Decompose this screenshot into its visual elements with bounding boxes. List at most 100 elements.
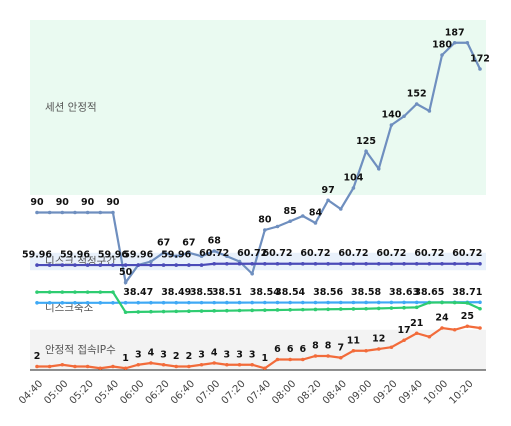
point	[98, 366, 103, 371]
x-tick-label: 06:20	[144, 378, 172, 406]
x-tick-label: 06:40	[169, 378, 197, 406]
value-label: 59.96	[161, 250, 191, 261]
point	[199, 254, 204, 259]
point	[237, 308, 242, 313]
point	[60, 263, 65, 267]
point	[465, 261, 470, 266]
point	[288, 219, 292, 224]
value-label: 84	[309, 208, 323, 219]
value-label: 59.96	[123, 250, 153, 261]
point	[275, 300, 280, 305]
value-label: 24	[435, 313, 449, 324]
point	[225, 362, 229, 367]
point	[376, 306, 381, 311]
point	[288, 308, 292, 312]
point	[111, 301, 115, 305]
value-label: 60.72	[199, 248, 229, 259]
point	[326, 307, 330, 312]
point	[326, 198, 330, 203]
point	[376, 261, 381, 266]
x-tick-label: 06:00	[118, 378, 146, 406]
value-label: 21	[410, 318, 423, 329]
point	[199, 362, 204, 367]
point	[35, 210, 39, 215]
point	[98, 263, 103, 267]
point	[427, 300, 432, 305]
point	[452, 261, 457, 266]
point	[60, 301, 65, 305]
point	[364, 261, 368, 266]
point	[427, 109, 432, 113]
point	[313, 300, 318, 305]
point	[60, 362, 65, 367]
value-label: 38.47	[123, 287, 153, 298]
value-label: 152	[407, 89, 427, 100]
point	[402, 114, 406, 119]
point	[212, 261, 216, 266]
point	[212, 249, 216, 253]
point	[225, 300, 229, 305]
point	[199, 309, 204, 313]
point	[149, 361, 153, 365]
point	[351, 307, 356, 311]
point	[301, 357, 305, 362]
x-tick-label: 07:40	[245, 378, 273, 406]
point	[250, 362, 254, 367]
value-label: 180	[432, 40, 452, 51]
value-label: 38.63	[389, 287, 419, 298]
point	[174, 309, 179, 314]
point	[364, 306, 368, 311]
value-label: 80	[258, 215, 272, 226]
point	[161, 309, 166, 314]
point	[326, 300, 330, 305]
point	[288, 300, 292, 305]
point	[123, 300, 128, 305]
point	[35, 290, 39, 294]
value-label: 3	[160, 349, 167, 360]
value-label: 104	[344, 173, 364, 184]
point	[60, 290, 65, 294]
point	[47, 290, 52, 294]
point	[465, 324, 470, 329]
band-label: 세션 안정적	[45, 102, 97, 114]
value-label: 60.72	[376, 248, 406, 259]
x-tick-label: 07:20	[220, 378, 248, 406]
point	[174, 254, 179, 259]
value-label: 38.65	[414, 287, 444, 298]
value-label: 38.5	[190, 287, 213, 298]
value-label: 60.72	[338, 248, 368, 259]
x-tick-label: 08:20	[296, 378, 324, 406]
point	[161, 263, 166, 267]
point	[414, 261, 419, 266]
point	[402, 305, 406, 310]
point	[111, 263, 115, 267]
point	[338, 307, 343, 311]
point	[313, 307, 318, 312]
point	[263, 308, 267, 312]
point	[440, 261, 444, 266]
value-label: 38.54	[275, 287, 305, 298]
point	[47, 210, 52, 215]
point	[85, 290, 90, 294]
point	[123, 310, 128, 315]
point	[414, 300, 419, 305]
point	[187, 250, 191, 255]
x-tick-label: 04:40	[17, 378, 45, 406]
value-label: 12	[372, 334, 385, 345]
point	[161, 362, 166, 367]
point	[452, 300, 457, 305]
point	[225, 261, 229, 266]
point	[338, 355, 343, 360]
series-line	[37, 41, 481, 286]
point	[288, 357, 292, 362]
point	[123, 263, 128, 267]
value-label: 38.71	[452, 287, 482, 298]
point	[47, 301, 52, 305]
value-label: 6	[299, 344, 306, 355]
point	[73, 364, 77, 369]
point	[478, 306, 482, 311]
point	[389, 306, 394, 310]
point	[402, 300, 406, 305]
point	[301, 307, 305, 312]
value-label: 90	[30, 197, 44, 208]
